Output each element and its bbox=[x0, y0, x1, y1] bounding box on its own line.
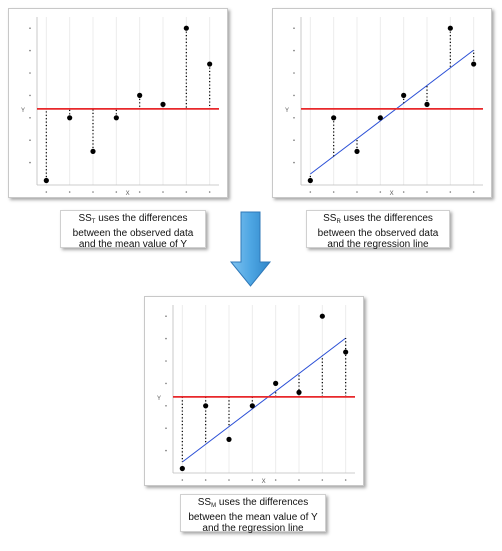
x-tick bbox=[162, 191, 164, 193]
y-tick bbox=[29, 161, 31, 164]
x-tick bbox=[204, 479, 207, 481]
y-tick bbox=[29, 139, 31, 141]
x-tick bbox=[92, 191, 94, 193]
data-point bbox=[179, 465, 185, 472]
ssr-caption-abbrev: SS bbox=[323, 213, 337, 224]
data-point bbox=[43, 177, 49, 184]
data-point bbox=[447, 25, 453, 31]
data-point bbox=[331, 115, 337, 121]
regression-line bbox=[310, 49, 474, 175]
ssr-scatter-plot: YX bbox=[285, 17, 483, 197]
x-tick bbox=[332, 191, 335, 193]
y-axis-label: Y bbox=[285, 108, 289, 114]
sst-caption-text: uses the differences between the observe… bbox=[72, 213, 194, 250]
data-point bbox=[273, 380, 279, 386]
y-tick bbox=[29, 49, 31, 52]
ssm-caption: SSM uses the differences between the mea… bbox=[180, 494, 326, 534]
x-axis-label: X bbox=[126, 191, 130, 197]
y-axis-label: Y bbox=[157, 396, 161, 402]
sst-scatter-plot: YX bbox=[21, 17, 219, 197]
x-axis-label: X bbox=[390, 191, 394, 197]
sst-caption: SST uses the differences between the obs… bbox=[60, 210, 206, 250]
data-point bbox=[90, 148, 96, 154]
y-tick bbox=[293, 117, 295, 119]
data-point bbox=[67, 115, 73, 121]
y-tick bbox=[29, 94, 31, 97]
y-tick bbox=[165, 360, 167, 362]
x-tick bbox=[344, 479, 347, 481]
data-point bbox=[160, 101, 166, 107]
data-point bbox=[307, 177, 313, 184]
data-point bbox=[183, 25, 189, 31]
x-tick bbox=[298, 479, 300, 481]
y-tick bbox=[165, 405, 167, 407]
y-tick bbox=[293, 139, 295, 141]
x-tick bbox=[181, 479, 184, 481]
ssm-caption-text: uses the differences between the mean va… bbox=[188, 497, 318, 534]
data-point bbox=[226, 436, 232, 442]
y-tick bbox=[165, 427, 167, 429]
data-point bbox=[203, 403, 209, 409]
x-tick bbox=[45, 191, 48, 193]
x-tick bbox=[309, 191, 312, 193]
x-tick bbox=[185, 191, 188, 193]
y-tick bbox=[293, 49, 295, 52]
y-tick bbox=[165, 449, 167, 452]
data-point bbox=[137, 92, 143, 98]
data-point bbox=[343, 349, 349, 355]
data-point bbox=[471, 61, 477, 67]
ssm-caption-abbrev: SS bbox=[197, 497, 212, 508]
x-tick bbox=[115, 191, 118, 193]
ssm-caption-sub: M bbox=[211, 503, 217, 509]
x-tick bbox=[356, 191, 358, 193]
x-tick bbox=[228, 479, 230, 481]
x-tick bbox=[251, 479, 254, 481]
x-tick bbox=[321, 479, 324, 481]
sst-caption-abbrev: SS bbox=[78, 213, 92, 224]
data-point bbox=[249, 403, 255, 409]
data-point bbox=[319, 313, 325, 319]
data-point bbox=[113, 115, 119, 121]
x-axis-label: X bbox=[262, 479, 266, 485]
data-point bbox=[207, 61, 213, 67]
y-tick bbox=[29, 117, 31, 119]
data-point bbox=[377, 115, 383, 121]
x-tick bbox=[138, 191, 141, 193]
y-tick bbox=[165, 337, 167, 340]
y-tick bbox=[293, 72, 295, 74]
x-tick bbox=[402, 191, 405, 193]
y-tick bbox=[29, 27, 31, 30]
data-point bbox=[354, 148, 360, 154]
y-tick bbox=[165, 382, 167, 385]
ssr-caption: SSR uses the differences between the obs… bbox=[306, 210, 450, 250]
x-tick bbox=[208, 191, 211, 193]
ssr-caption-text: uses the differences between the observe… bbox=[317, 213, 439, 250]
y-tick bbox=[29, 72, 31, 74]
ssr-caption-sub: R bbox=[336, 219, 341, 225]
y-tick bbox=[293, 27, 295, 30]
regression-line bbox=[182, 337, 346, 463]
x-tick bbox=[472, 191, 475, 193]
data-point bbox=[424, 101, 430, 107]
y-tick bbox=[293, 161, 295, 164]
y-axis-label: Y bbox=[21, 108, 25, 114]
y-tick bbox=[293, 94, 295, 97]
x-tick bbox=[68, 191, 71, 193]
data-point bbox=[296, 389, 302, 395]
data-point bbox=[401, 92, 407, 98]
x-tick bbox=[426, 191, 428, 193]
x-tick bbox=[379, 191, 382, 193]
ssm-scatter-plot: YX bbox=[157, 305, 355, 485]
x-tick bbox=[274, 479, 277, 481]
x-tick bbox=[449, 191, 452, 193]
sst-caption-sub: T bbox=[91, 219, 96, 225]
y-tick bbox=[165, 315, 167, 317]
